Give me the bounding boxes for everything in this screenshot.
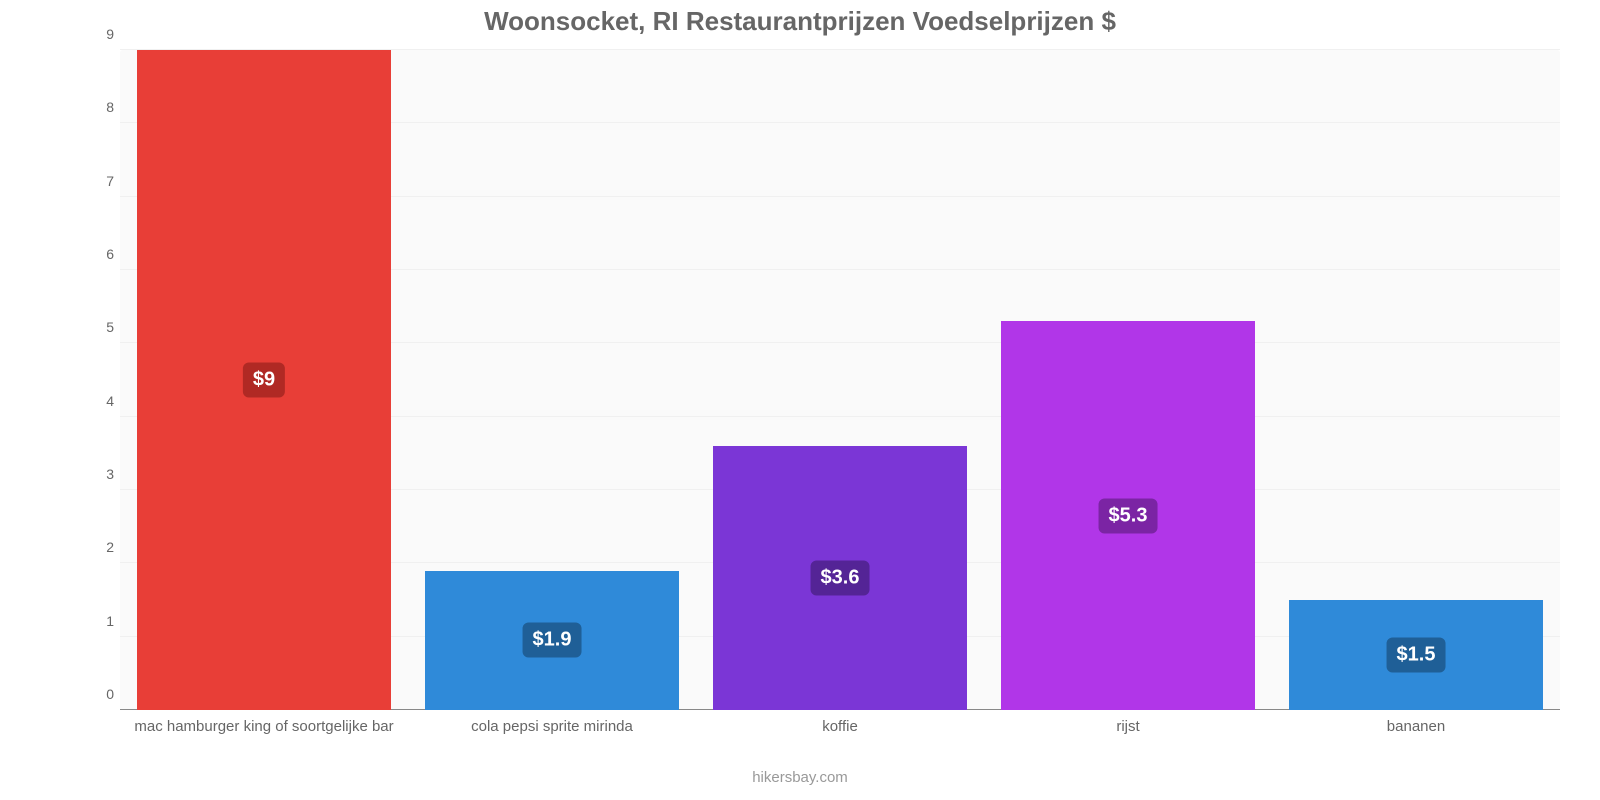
x-category-label: cola pepsi sprite mirinda — [471, 718, 633, 735]
plot-area: 0123456789$9$1.9$3.6$5.3$1.5 — [120, 50, 1560, 710]
y-tick-label: 2 — [106, 539, 114, 555]
x-category-label: bananen — [1387, 718, 1445, 735]
x-category-label: mac hamburger king of soortgelijke bar — [134, 718, 393, 735]
y-tick-label: 9 — [106, 26, 114, 42]
y-tick-label: 0 — [106, 686, 114, 702]
y-tick-label: 6 — [106, 246, 114, 262]
bar-value-label: $1.9 — [523, 623, 582, 658]
bar-value-label: $5.3 — [1099, 498, 1158, 533]
y-tick-label: 1 — [106, 613, 114, 629]
x-category-label: rijst — [1116, 718, 1139, 735]
y-tick-label: 5 — [106, 319, 114, 335]
y-tick-label: 3 — [106, 466, 114, 482]
chart-footer: hikersbay.com — [0, 769, 1600, 786]
y-tick-label: 7 — [106, 173, 114, 189]
bar-value-label: $1.5 — [1387, 638, 1446, 673]
bar-value-label: $9 — [243, 363, 285, 398]
y-tick-label: 8 — [106, 99, 114, 115]
chart-title: Woonsocket, RI Restaurantprijzen Voedsel… — [0, 6, 1600, 37]
x-category-label: koffie — [822, 718, 858, 735]
y-tick-label: 4 — [106, 393, 114, 409]
chart-container: Woonsocket, RI Restaurantprijzen Voedsel… — [0, 0, 1600, 800]
bar-value-label: $3.6 — [811, 561, 870, 596]
